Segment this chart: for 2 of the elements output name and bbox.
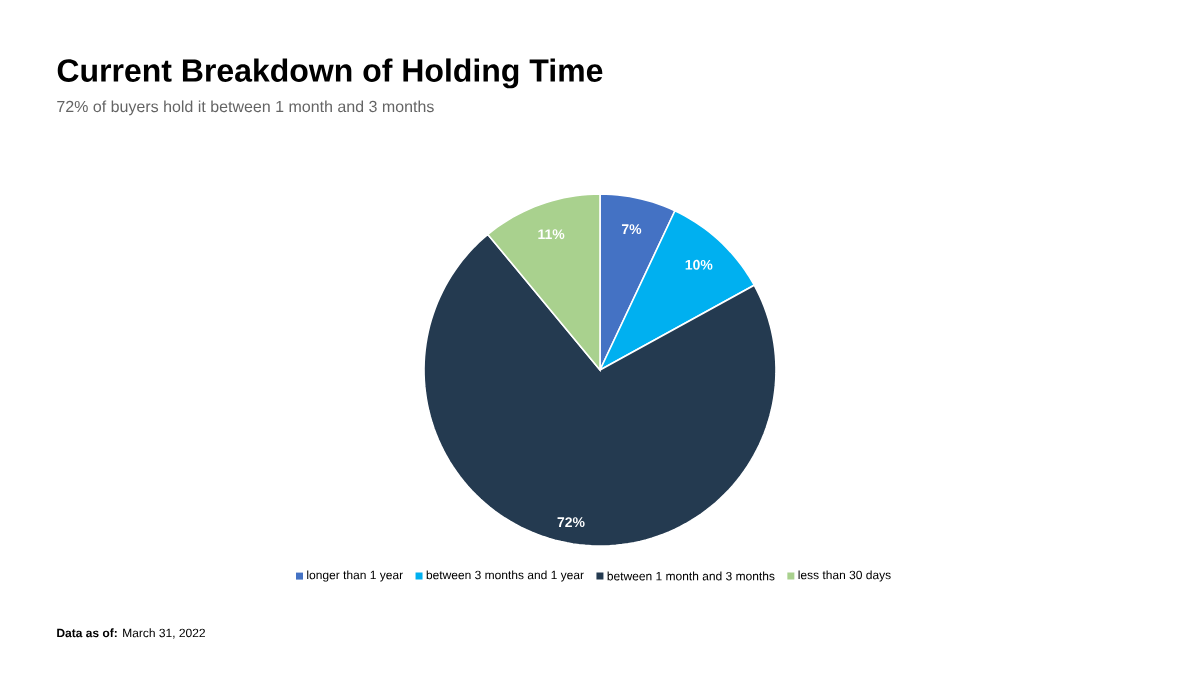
chart-title: Current Breakdown of Holding Time [57, 58, 603, 89]
chart-subtitle: 72% of buyers hold it between 1 month and 3 months [57, 100, 434, 116]
